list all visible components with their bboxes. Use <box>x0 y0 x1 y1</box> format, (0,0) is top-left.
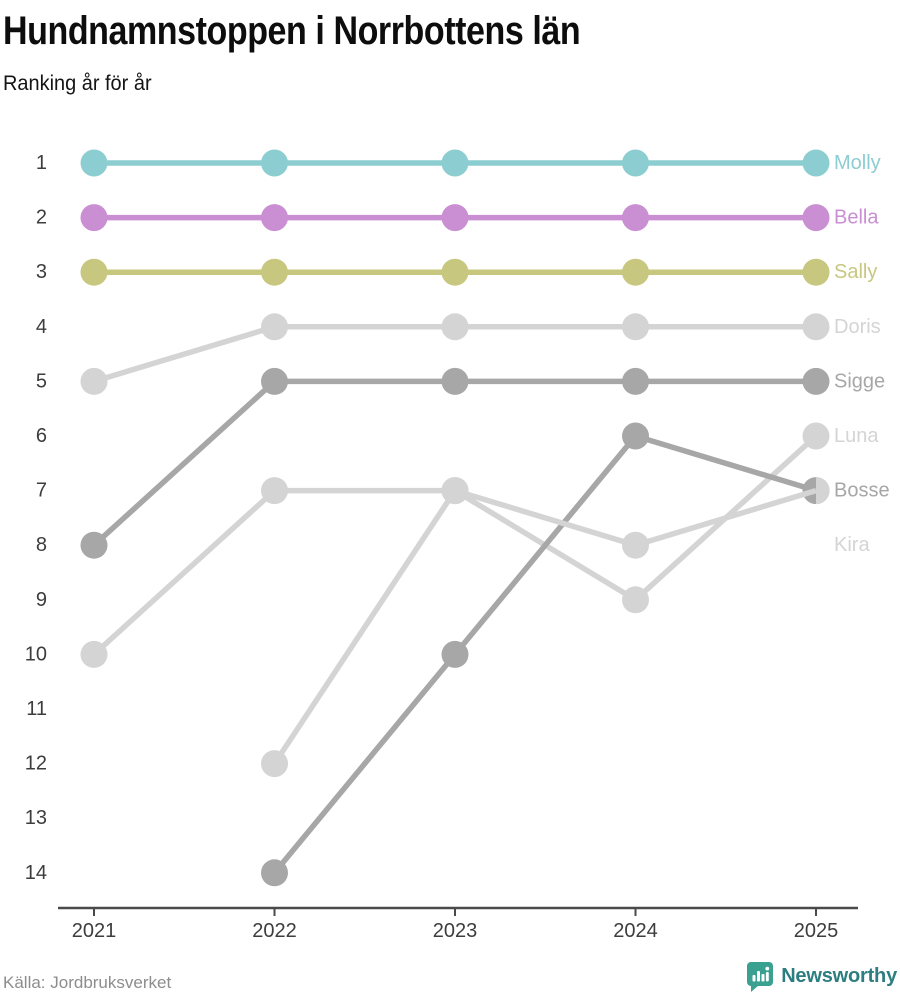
data-point-bosse <box>622 422 649 450</box>
series-label-sally: Sally <box>834 261 877 283</box>
data-point-sigge <box>80 531 108 559</box>
data-point-doris <box>261 313 288 341</box>
data-point-doris <box>802 313 830 341</box>
rank-tick-label: 11 <box>26 698 47 720</box>
data-point-half-kira <box>816 477 830 505</box>
newsworthy-icon <box>747 962 774 992</box>
data-point-luna <box>802 422 830 450</box>
series-label-luna: Luna <box>834 425 879 447</box>
series-line-luna <box>272 433 818 766</box>
data-point-kira <box>441 477 469 505</box>
data-point-doris <box>622 313 649 341</box>
data-point-kira <box>622 531 649 559</box>
data-point-sigge <box>441 367 469 395</box>
newsworthy-logo[interactable]: Newsworthy <box>746 961 897 992</box>
data-point-molly <box>441 149 469 177</box>
rank-tick-label: 5 <box>36 370 47 392</box>
data-point-bosse <box>441 640 469 668</box>
data-point-sally <box>622 258 649 286</box>
series-line-bosse <box>272 432 817 875</box>
newsworthy-wordmark: Newsworthy <box>781 965 897 987</box>
data-point-sally <box>802 258 830 286</box>
rank-tick-label: 14 <box>25 862 47 884</box>
rank-tick-label: 7 <box>36 480 47 502</box>
series-line-kira <box>92 487 817 657</box>
data-point-sigge <box>622 367 649 395</box>
series-label-kira: Kira <box>834 534 870 556</box>
data-point-luna <box>622 586 649 614</box>
rank-tick-label: 2 <box>36 207 47 229</box>
rank-tick-label: 10 <box>25 643 47 665</box>
data-point-molly <box>802 149 830 177</box>
data-point-molly <box>622 149 649 177</box>
data-point-sally <box>261 258 288 286</box>
rank-tick-label: 13 <box>25 807 47 829</box>
data-point-bella <box>441 204 469 232</box>
data-point-sigge <box>261 367 288 395</box>
data-point-doris <box>80 367 108 395</box>
data-point-bella <box>261 204 288 232</box>
year-label: 2021 <box>72 920 117 942</box>
data-point-molly <box>80 149 108 177</box>
series-label-sigge: Sigge <box>834 370 885 392</box>
series-label-molly: Molly <box>834 152 881 174</box>
rank-tick-label: 3 <box>36 261 47 283</box>
page-title: Hundnamnstoppen i Norrbottens län <box>3 9 581 53</box>
data-point-kira <box>261 477 288 505</box>
data-point-kira <box>80 640 108 668</box>
year-label: 2025 <box>794 920 839 942</box>
rank-tick-label: 4 <box>36 316 47 338</box>
data-point-molly <box>261 149 288 177</box>
data-point-bella <box>802 204 830 232</box>
year-label: 2024 <box>613 920 658 942</box>
rank-tick-label: 12 <box>25 753 47 775</box>
page-subtitle: Ranking år för år <box>3 72 152 95</box>
series-label-bella: Bella <box>834 207 879 229</box>
rank-tick-label: 1 <box>36 152 47 174</box>
year-label: 2022 <box>252 920 297 942</box>
series-label-bosse: Bosse <box>834 480 890 502</box>
data-point-doris <box>441 313 469 341</box>
rank-tick-label: 8 <box>36 534 47 556</box>
data-point-luna <box>261 750 288 778</box>
data-point-bella <box>622 204 649 232</box>
series-label-doris: Doris <box>834 316 881 338</box>
rank-tick-label: 6 <box>36 425 47 447</box>
data-point-bosse <box>261 859 288 887</box>
data-point-sally <box>80 258 108 286</box>
data-point-sally <box>441 258 469 286</box>
rank-tick-label: 9 <box>36 589 47 611</box>
data-point-bella <box>80 204 108 232</box>
source-note: Källa: Jordbruksverket <box>3 973 172 992</box>
data-point-sigge <box>802 367 830 395</box>
year-label: 2023 <box>433 920 478 942</box>
